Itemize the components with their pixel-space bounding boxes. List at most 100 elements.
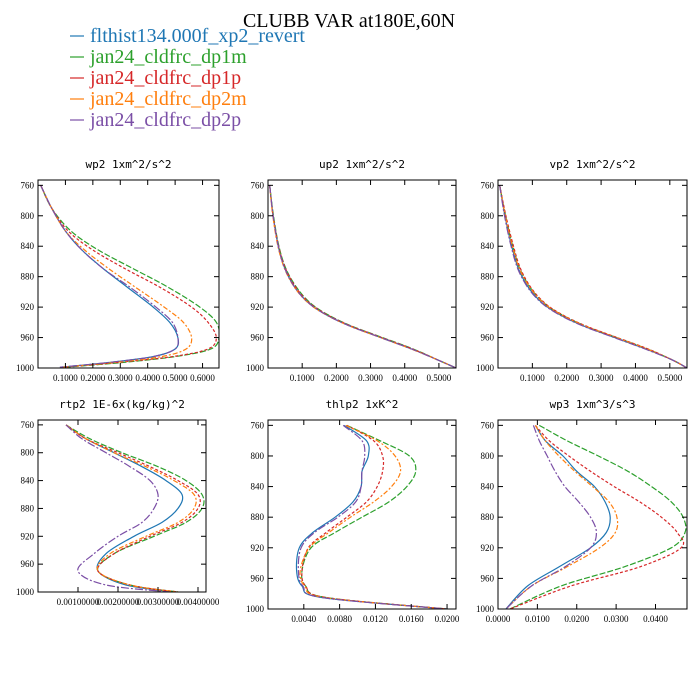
series-line (499, 185, 687, 368)
x-tick-label: 0.00400000 (177, 597, 220, 607)
series-line (40, 185, 219, 368)
series-line (40, 185, 179, 368)
chart-panel: thlp2 1xK^2 760 800 840 880 920 960 1000 0.0040 0… (246, 398, 460, 624)
y-tick-label: 880 (481, 512, 495, 522)
x-tick-label: 0.1000 (520, 373, 545, 383)
chart-panel: wp2 1xm^2/s^2 760 800 840 880 920 960 1000 0.100… (16, 158, 220, 383)
y-tick-label: 920 (481, 543, 495, 553)
y-tick-label: 960 (251, 573, 265, 583)
x-tick-label: 0.3000 (108, 373, 133, 383)
legend: flthist134.000f_xp2_revertjan24_cldfrc_d… (70, 25, 305, 131)
series-line (40, 185, 193, 368)
y-tick-label: 760 (251, 420, 265, 430)
panel-title: wp2 1xm^2/s^2 (85, 158, 171, 171)
x-tick-label: 0.5000 (427, 373, 452, 383)
panel-title: wp3 1xm^3/s^3 (549, 398, 635, 411)
y-tick-label: 920 (251, 302, 265, 312)
plot-frame (267, 419, 457, 610)
y-tick-label: 1000 (246, 604, 265, 614)
series-line (65, 424, 171, 592)
y-tick-label: 960 (481, 333, 495, 343)
series-line (499, 185, 687, 368)
legend-entry: flthist134.000f_xp2_revert (90, 25, 305, 47)
x-tick-label: 0.3000 (358, 373, 383, 383)
y-tick-label: 840 (481, 482, 495, 492)
x-tick-label: 0.1000 (53, 373, 78, 383)
x-tick-label: 0.4000 (135, 373, 160, 383)
x-tick-label: 0.0080 (327, 614, 352, 624)
series-line (65, 424, 197, 592)
series-line (505, 425, 598, 609)
plot-frame (37, 179, 220, 369)
legend-entry: jan24_cldfrc_dp1p (89, 67, 241, 89)
y-tick-label: 920 (251, 543, 265, 553)
y-tick-label: 1000 (476, 363, 495, 373)
x-tick-label: 0.0160 (399, 614, 424, 624)
series-line (301, 424, 448, 609)
plot-frame (267, 179, 457, 369)
y-tick-label: 800 (251, 211, 265, 221)
series-line (40, 185, 217, 368)
series-line (295, 424, 448, 609)
legend-entry: jan24_cldfrc_dp2m (89, 88, 247, 110)
y-tick-label: 960 (481, 573, 495, 583)
figure-title: CLUBB VAR at180E,60N (243, 10, 455, 32)
x-tick-label: 0.2000 (554, 373, 579, 383)
x-tick-label: 0.0000 (486, 614, 511, 624)
y-tick-label: 920 (21, 531, 35, 541)
y-tick-label: 880 (21, 272, 35, 282)
panel-title: up2 1xm^2/s^2 (319, 158, 405, 171)
x-tick-label: 0.1000 (290, 373, 315, 383)
y-tick-label: 840 (481, 241, 495, 251)
series-line (65, 424, 201, 592)
y-tick-label: 880 (251, 512, 265, 522)
y-tick-label: 840 (21, 241, 35, 251)
x-tick-label: 0.5000 (163, 373, 188, 383)
y-tick-label: 1000 (476, 604, 495, 614)
x-tick-label: 0.2000 (80, 373, 105, 383)
legend-entry: jan24_cldfrc_dp1m (89, 46, 247, 68)
y-tick-label: 1000 (16, 587, 35, 597)
series-line (499, 185, 687, 368)
x-tick-label: 0.0400 (643, 614, 668, 624)
y-tick-label: 840 (251, 482, 265, 492)
series-line (505, 425, 619, 609)
y-tick-label: 760 (481, 180, 495, 190)
panel-title: rtp2 1E-6x(kg/kg)^2 (59, 398, 185, 411)
y-tick-label: 920 (481, 302, 495, 312)
series-line (269, 185, 456, 368)
series-line (499, 185, 687, 368)
plot-frame (497, 419, 688, 610)
series-line (65, 424, 184, 592)
x-tick-label: 0.0100 (525, 614, 550, 624)
series-line (269, 185, 456, 368)
chart-panel: vp2 1xm^2/s^2 760 800 840 880 920 960 1000 0.100… (476, 158, 688, 383)
y-tick-label: 1000 (246, 363, 265, 373)
y-tick-label: 800 (21, 448, 35, 458)
y-tick-label: 800 (481, 451, 495, 461)
x-tick-label: 0.3000 (589, 373, 614, 383)
series-line (269, 185, 456, 368)
series-line (40, 185, 180, 368)
y-tick-label: 960 (21, 559, 35, 569)
y-tick-label: 880 (21, 503, 35, 513)
x-tick-label: 0.0200 (564, 614, 589, 624)
x-tick-label: 0.0200 (435, 614, 460, 624)
chart-panel: rtp2 1E-6x(kg/kg)^2 760 800 840 880 920 960 100… (16, 398, 220, 607)
x-tick-label: 0.5000 (657, 373, 682, 383)
series-line (301, 424, 448, 609)
y-tick-label: 920 (21, 302, 35, 312)
x-tick-label: 0.4000 (623, 373, 648, 383)
panel-title: thlp2 1xK^2 (326, 398, 399, 411)
y-tick-label: 800 (21, 211, 35, 221)
y-tick-label: 760 (251, 180, 265, 190)
y-tick-label: 800 (481, 211, 495, 221)
y-tick-label: 880 (481, 272, 495, 282)
x-tick-label: 0.0300 (604, 614, 629, 624)
x-tick-label: 0.0120 (363, 614, 388, 624)
series-line (509, 424, 687, 609)
chart-panel: up2 1xm^2/s^2 760 800 840 880 920 960 1000 0.100… (246, 158, 457, 383)
series-line (269, 185, 456, 368)
y-tick-label: 760 (21, 180, 35, 190)
